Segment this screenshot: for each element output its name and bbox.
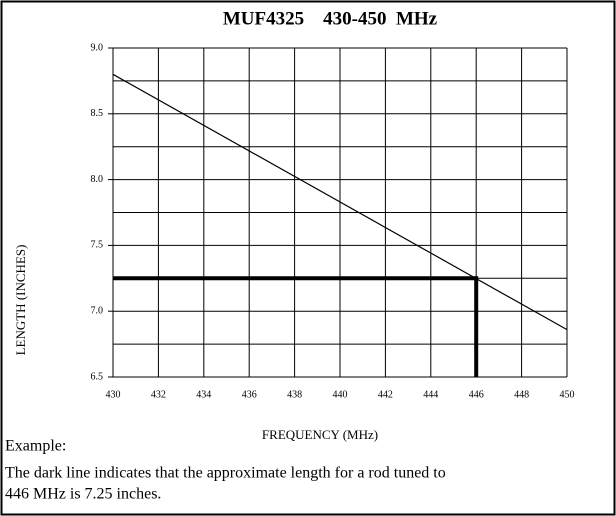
y-tick-label: 7.5: [91, 240, 104, 251]
x-tick-label: 442: [378, 389, 393, 400]
y-tick-label: 7.0: [91, 305, 104, 316]
x-tick-label: 436: [242, 389, 257, 400]
y-tick-label: 6.5: [91, 371, 104, 382]
x-tick-label: 430: [106, 389, 121, 400]
x-axis-label: FREQUENCY (MHz): [262, 427, 378, 442]
y-tick-label: 8.0: [91, 174, 104, 185]
x-tick-label: 448: [514, 389, 529, 400]
note: Example:: [5, 438, 66, 455]
x-tick-label: 444: [423, 389, 438, 400]
x-tick-label: 440: [333, 389, 348, 400]
note: The dark line indicates that the approxi…: [5, 465, 446, 482]
x-tick-label: 446: [469, 389, 484, 400]
x-tick-label: 434: [196, 389, 211, 400]
note: 446 MHz is 7.25 inches.: [5, 486, 161, 503]
line: [112, 73, 568, 331]
y-axis-label: LENGTH (INCHES): [13, 245, 28, 356]
x-tick-label: 438: [287, 389, 302, 400]
x-tick-label: 432: [151, 389, 166, 400]
y-tick-label: 8.5: [91, 108, 104, 119]
chart-title: MUF4325 430-450 MHz: [223, 8, 438, 29]
y-tick-label: 9.0: [91, 42, 104, 53]
x-tick-label: 450: [560, 389, 575, 400]
